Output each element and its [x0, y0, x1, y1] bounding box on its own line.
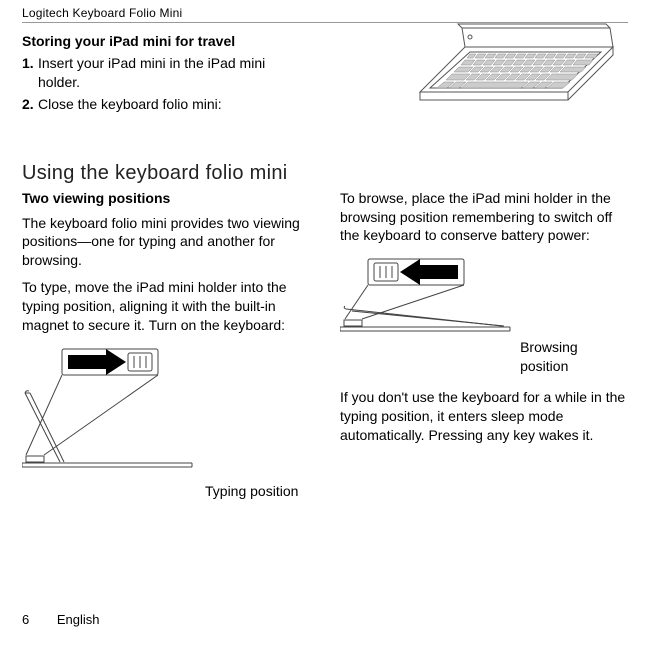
footer-language: English	[57, 612, 100, 627]
page-number: 6	[22, 612, 29, 627]
folio-keyboard-illustration	[418, 22, 618, 122]
step-text: Insert your iPad mini in the iPad mini h…	[38, 54, 268, 92]
left-paragraph-2: To type, move the iPad mini holder into …	[22, 278, 310, 335]
right-column: To browse, place the iPad mini holder in…	[340, 189, 628, 509]
left-paragraph-1: The keyboard folio mini provides two vie…	[22, 214, 310, 271]
step-text: Close the keyboard folio mini:	[38, 95, 222, 114]
page-footer: 6 English	[22, 612, 100, 627]
typing-position-caption: Typing position	[205, 482, 298, 503]
using-heading: Using the keyboard folio mini	[22, 162, 628, 185]
switch-on-illustration	[22, 343, 310, 476]
step-number: 1.	[22, 54, 38, 92]
two-positions-subheading: Two viewing positions	[22, 189, 310, 208]
switch-off-illustration	[340, 253, 628, 340]
browsing-position-caption: Browsing position	[520, 338, 628, 378]
right-paragraph-1: To browse, place the iPad mini holder in…	[340, 189, 628, 246]
header-product-line: Logitech Keyboard Folio Mini	[22, 6, 628, 23]
left-column: Two viewing positions The keyboard folio…	[22, 189, 310, 509]
right-paragraph-2: If you don't use the keyboard for a whil…	[340, 388, 628, 445]
step-number: 2.	[22, 95, 38, 114]
